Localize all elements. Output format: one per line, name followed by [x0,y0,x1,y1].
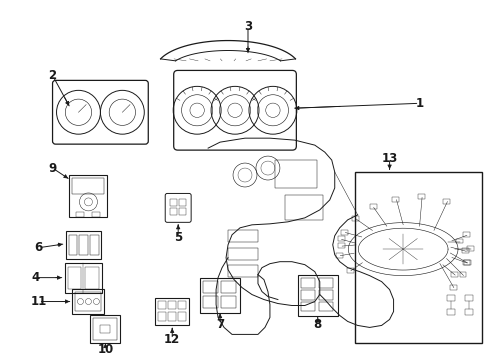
Bar [92,212,100,217]
Bar [318,278,332,288]
Bar [450,272,457,277]
Bar [65,231,101,259]
Text: 6: 6 [34,241,42,254]
Bar [300,278,314,288]
Bar [417,194,424,199]
Bar [85,267,99,289]
Bar [179,208,186,215]
Bar [69,175,107,217]
Bar [170,208,177,215]
Bar [466,246,473,251]
Bar [446,296,454,301]
Bar [455,239,462,243]
Bar [274,160,316,188]
Bar [337,237,344,241]
Bar [459,273,466,278]
Text: 13: 13 [381,152,397,165]
Bar [178,301,186,310]
Bar [90,235,99,255]
Bar [354,172,481,343]
Bar [227,248,258,260]
Text: 3: 3 [244,20,251,33]
Bar [64,263,102,293]
Bar [179,199,186,206]
Bar [462,232,469,237]
Text: 5: 5 [174,231,182,244]
Bar [67,267,81,289]
Bar [100,325,110,333]
Bar [449,285,456,290]
Bar [463,260,469,265]
Bar [443,199,449,203]
Bar [155,298,189,325]
Bar [227,265,258,276]
Text: 2: 2 [48,69,57,82]
Bar [68,235,77,255]
Bar [200,278,240,313]
Bar [90,315,120,343]
Bar [300,302,314,311]
Bar [227,230,258,242]
Bar [336,253,343,258]
Bar [158,301,166,310]
Bar [221,281,236,293]
Bar [318,302,332,311]
Bar [203,281,218,293]
Text: 4: 4 [31,271,40,284]
Bar [346,268,353,273]
Bar [462,260,469,265]
Bar [285,195,322,220]
Bar [76,212,84,217]
Bar [80,235,88,255]
Bar [221,296,236,308]
Bar [93,319,117,340]
Bar [369,204,376,210]
Bar [318,289,332,300]
Bar [158,312,166,321]
Bar [178,312,186,321]
Bar [168,312,176,321]
Bar [341,230,347,234]
Bar [351,216,358,221]
Text: 12: 12 [164,333,180,346]
Bar [75,292,101,311]
Bar [446,309,454,315]
Bar [170,199,177,206]
Bar [297,275,337,316]
Bar [72,178,104,194]
Text: 11: 11 [30,295,47,308]
Text: 7: 7 [216,318,224,331]
Text: 9: 9 [48,162,57,175]
Text: 10: 10 [97,343,113,356]
Bar [461,248,468,253]
Bar [464,296,471,301]
Bar [203,296,218,308]
Text: 1: 1 [415,97,423,110]
Bar [168,301,176,310]
Bar [464,309,471,315]
Bar [392,197,399,202]
Bar [72,289,104,315]
Bar [338,243,345,248]
Text: 8: 8 [313,318,321,331]
Bar [300,289,314,300]
